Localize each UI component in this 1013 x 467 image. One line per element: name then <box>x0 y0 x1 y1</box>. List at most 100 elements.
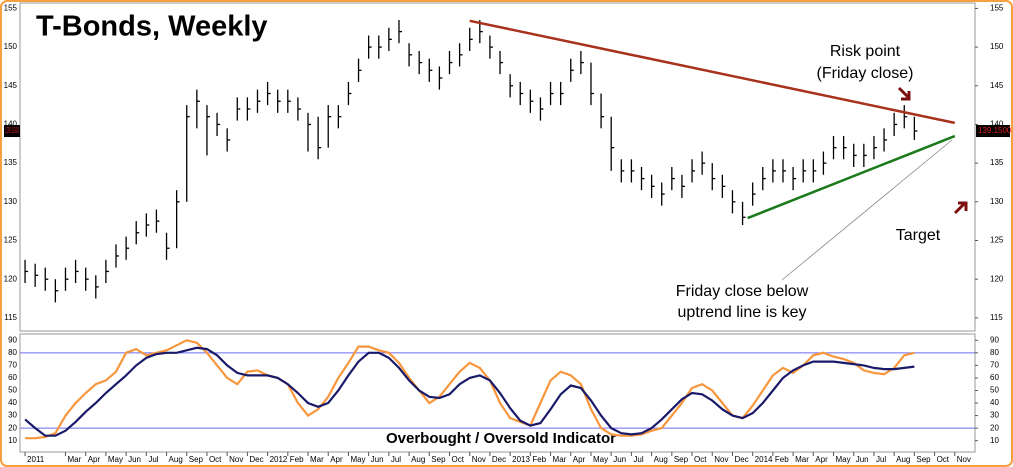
x-tick-label: 2012 <box>270 455 288 464</box>
y-tick-label-right: 150 <box>990 42 1004 51</box>
x-tick-label: Feb <box>775 455 789 464</box>
annotation: Friday close below <box>676 283 809 300</box>
x-tick-label: Mar <box>67 455 81 464</box>
y-tick-label-right: 40 <box>990 398 999 407</box>
x-tick-label: Jun <box>371 455 384 464</box>
y-tick-label: 20 <box>8 423 17 432</box>
x-tick-label: Sep <box>674 455 689 464</box>
target-arrow <box>953 201 968 215</box>
trendline <box>747 134 956 220</box>
x-tick-label: Mar <box>553 455 567 464</box>
y-tick-label: 115 <box>4 313 17 322</box>
x-tick-label: Oct <box>694 455 707 464</box>
y-tick-label-right: 90 <box>990 335 999 344</box>
y-tick-label-right: 115 <box>990 313 1003 322</box>
last-price-label-left: 139.1500 <box>5 126 19 135</box>
price-panel <box>19 2 976 332</box>
y-tick-label: 80 <box>8 348 17 357</box>
x-tick-label: 2013 <box>512 455 530 464</box>
x-tick-label: Jul <box>633 455 643 464</box>
oscillator-panel <box>19 333 976 453</box>
x-tick-label: Dec <box>492 455 506 464</box>
y-tick-label-right: 10 <box>990 436 999 445</box>
y-tick-label: 90 <box>8 335 17 344</box>
y-tick-label-right: 80 <box>990 348 999 357</box>
y-tick-label: 155 <box>4 4 18 13</box>
y-tick-label-right: 70 <box>990 360 999 369</box>
x-tick-label: Nov <box>472 455 486 464</box>
x-tick-label: May <box>350 455 365 464</box>
y-tick-label: 30 <box>8 411 17 420</box>
x-tick-label: Mar <box>310 455 324 464</box>
y-tick-label: 50 <box>8 386 17 395</box>
last-price-box <box>976 125 1010 138</box>
y-tick-label: 70 <box>8 360 17 369</box>
x-tick-label: Feb <box>532 455 546 464</box>
y-tick-label: 145 <box>4 81 18 90</box>
x-tick-label: Sep <box>189 455 204 464</box>
x-tick-label: Aug <box>654 455 668 464</box>
y-tick-label: 135 <box>4 158 18 167</box>
y-tick-label: 150 <box>4 42 18 51</box>
y-tick-label-right: 30 <box>990 411 999 420</box>
x-tick-label: Jun <box>128 455 141 464</box>
x-tick-label: Apr <box>88 455 101 464</box>
y-tick-label-right: 130 <box>990 197 1004 206</box>
oscillator-line <box>25 339 915 440</box>
x-tick-label: Sep <box>431 455 446 464</box>
risk-arrow <box>897 86 911 101</box>
y-tick-label: 130 <box>4 197 18 206</box>
x-tick-label: Oct <box>451 455 464 464</box>
y-tick-label-right: 145 <box>990 81 1004 90</box>
y-tick-label-right: 135 <box>990 158 1004 167</box>
annotation: uptrend line is key <box>678 304 807 321</box>
x-tick-label: Aug <box>411 455 425 464</box>
x-tick-label: Oct <box>937 455 950 464</box>
x-tick-label: May <box>108 455 123 464</box>
x-tick-label: Mar <box>795 455 809 464</box>
x-tick-label: Dec <box>249 455 263 464</box>
x-tick-label: Apr <box>815 455 828 464</box>
y-tick-label: 125 <box>4 236 18 245</box>
y-tick-label-right: 155 <box>990 4 1004 13</box>
x-tick-label: May <box>593 455 608 464</box>
x-tick-label: 2011 <box>27 455 45 464</box>
y-tick-label-right: 140 <box>990 120 1004 129</box>
oscillator-line <box>24 346 915 437</box>
y-tick-label-right: 120 <box>990 274 1004 283</box>
x-tick-label: Jul <box>876 455 886 464</box>
y-tick-label: 120 <box>4 274 18 283</box>
last-price-box-left <box>4 125 20 138</box>
x-tick-label: Sep <box>916 455 931 464</box>
x-tick-label: Nov <box>957 455 971 464</box>
x-tick-label: Jul <box>148 455 158 464</box>
y-tick-label: 60 <box>8 373 17 382</box>
x-tick-label: Jun <box>856 455 869 464</box>
x-tick-label: Oct <box>209 455 222 464</box>
annotation: Target <box>896 227 941 244</box>
x-tick-label: Nov <box>229 455 243 464</box>
y-tick-label-right: 60 <box>990 373 999 382</box>
y-tick-label: 140 <box>4 120 18 129</box>
x-tick-label: Aug <box>896 455 910 464</box>
last-price-label: 139.1500 <box>978 126 1012 135</box>
x-tick-label: 2014 <box>755 455 773 464</box>
y-tick-label-right: 50 <box>990 386 999 395</box>
oscillator-title: Overbought / Oversold Indicator <box>386 430 616 447</box>
y-tick-label-right: 125 <box>990 236 1004 245</box>
y-tick-label: 40 <box>8 398 17 407</box>
y-tick-label: 10 <box>8 436 17 445</box>
x-tick-label: Feb <box>290 455 304 464</box>
x-tick-label: Jun <box>613 455 626 464</box>
x-tick-label: May <box>836 455 851 464</box>
x-tick-label: Dec <box>734 455 748 464</box>
chart-title: T-Bonds, Weekly <box>36 11 268 43</box>
x-tick-label: Nov <box>714 455 728 464</box>
pointer-line <box>781 139 953 281</box>
x-tick-label: Apr <box>330 455 343 464</box>
y-tick-label-right: 20 <box>990 423 999 432</box>
x-tick-label: Apr <box>573 455 586 464</box>
annotation: Risk point <box>830 43 901 60</box>
